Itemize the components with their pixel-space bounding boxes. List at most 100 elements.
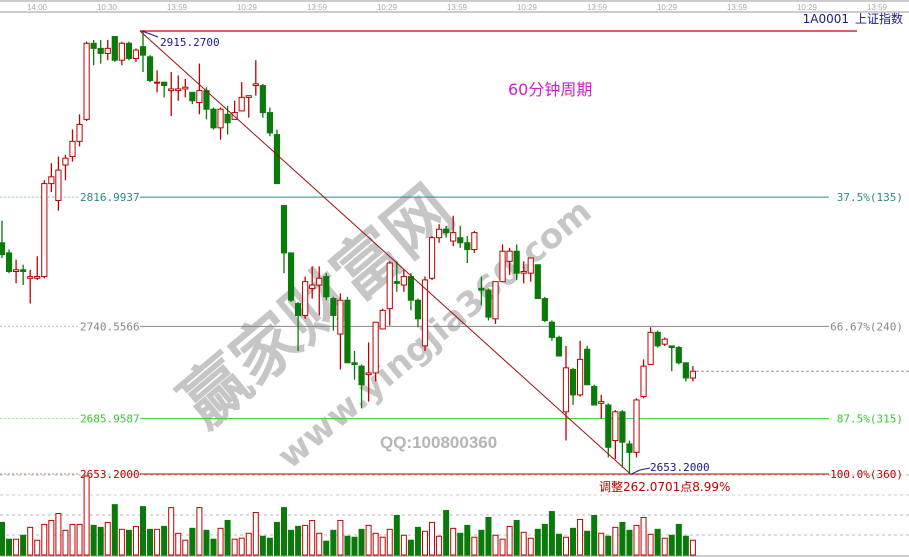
time-tick-label: 10:29 <box>657 3 678 12</box>
candle <box>76 114 83 147</box>
volume-bar <box>245 532 252 556</box>
candle <box>175 75 182 101</box>
candle-body <box>379 309 386 330</box>
volume-bar <box>154 528 161 556</box>
candle <box>633 398 640 458</box>
candle-body <box>323 276 330 298</box>
candle-body <box>372 321 379 374</box>
volume-bar <box>563 536 569 556</box>
time-tick-label: 13:59 <box>727 3 748 12</box>
volume-bar <box>281 507 287 556</box>
candle <box>280 205 288 274</box>
candle-body <box>668 345 675 349</box>
peak-label: 2915.2700 <box>160 36 220 49</box>
candle <box>619 410 626 468</box>
candle <box>485 288 492 321</box>
candle-body <box>104 47 111 54</box>
candle <box>266 107 273 137</box>
candle <box>577 340 584 397</box>
candle-body <box>90 42 97 49</box>
volume-bar <box>189 527 196 556</box>
volume-bar <box>351 536 358 556</box>
volume-bar <box>224 519 231 556</box>
candle <box>302 276 309 319</box>
volume-bar <box>689 539 696 556</box>
volume-bar <box>584 530 591 556</box>
volume-bar <box>365 524 372 556</box>
candle-body <box>203 90 210 110</box>
candle-body <box>316 277 323 286</box>
volume-bar <box>598 532 605 556</box>
time-tick-label: 13:59 <box>587 3 608 12</box>
candle-body <box>492 281 499 320</box>
candle <box>48 163 55 193</box>
volume-bar <box>90 524 97 556</box>
candle <box>0 220 6 258</box>
candle-body <box>245 95 252 98</box>
volume-bar <box>661 537 668 556</box>
time-tick-label: 13:59 <box>867 3 888 12</box>
candle <box>13 259 20 284</box>
volume-bar <box>140 506 146 556</box>
candle <box>344 296 351 364</box>
volume-bar <box>534 528 541 556</box>
volume-bar <box>668 534 675 556</box>
volume-bar <box>443 510 450 556</box>
candle <box>259 83 266 118</box>
candle-body <box>69 140 76 158</box>
candle <box>330 296 337 331</box>
volume-bar <box>55 513 62 556</box>
volume-bar <box>548 511 555 556</box>
candle <box>675 345 682 365</box>
volume-bar <box>20 534 27 556</box>
volume-bar <box>259 535 266 556</box>
candle-body <box>351 362 358 365</box>
volume-bar <box>273 521 280 556</box>
candle-body <box>168 88 175 92</box>
candle <box>62 154 69 181</box>
candle-body <box>20 269 27 272</box>
candle <box>238 82 245 112</box>
candle-body <box>295 303 302 316</box>
candle-body <box>520 270 527 274</box>
time-tick-label: 13:59 <box>447 3 468 12</box>
candle-body <box>591 385 598 406</box>
candle-body <box>478 287 485 291</box>
candle-body <box>386 262 393 310</box>
candle <box>189 91 196 105</box>
candle-body <box>330 298 337 316</box>
volume-bar <box>210 538 217 556</box>
candle-body <box>393 281 400 284</box>
candle <box>146 55 154 83</box>
candle <box>245 95 252 118</box>
candle <box>682 362 689 382</box>
candle-body <box>0 242 6 256</box>
annotations: 2915.2700 2653.2000 调整262.0701点8.99% <box>139 30 909 494</box>
volume-bar <box>203 529 210 556</box>
fib-level-left-label: 2740.5566 <box>80 320 140 333</box>
candle-body <box>541 298 548 322</box>
candle-body <box>182 86 189 90</box>
volume-bar <box>577 518 584 556</box>
candle <box>210 107 217 130</box>
candle-body <box>175 88 182 92</box>
volume-bar <box>344 535 351 556</box>
candle <box>372 321 379 382</box>
volume-bar <box>400 534 407 556</box>
volume-bar <box>436 535 443 556</box>
volume-bar <box>175 532 182 556</box>
candle <box>478 276 485 306</box>
candle <box>97 39 104 64</box>
volume-bar <box>605 535 612 556</box>
volume-bar <box>414 526 421 556</box>
volume-bar <box>27 526 34 556</box>
candle <box>273 129 281 185</box>
volume-bar <box>520 531 527 556</box>
candle-body <box>309 284 316 289</box>
candle-body <box>626 443 633 453</box>
candle-body <box>612 411 619 442</box>
volume-bar <box>647 533 654 556</box>
volume-bar <box>111 504 118 556</box>
volume-bar <box>302 524 309 556</box>
volume-bar <box>196 507 203 556</box>
